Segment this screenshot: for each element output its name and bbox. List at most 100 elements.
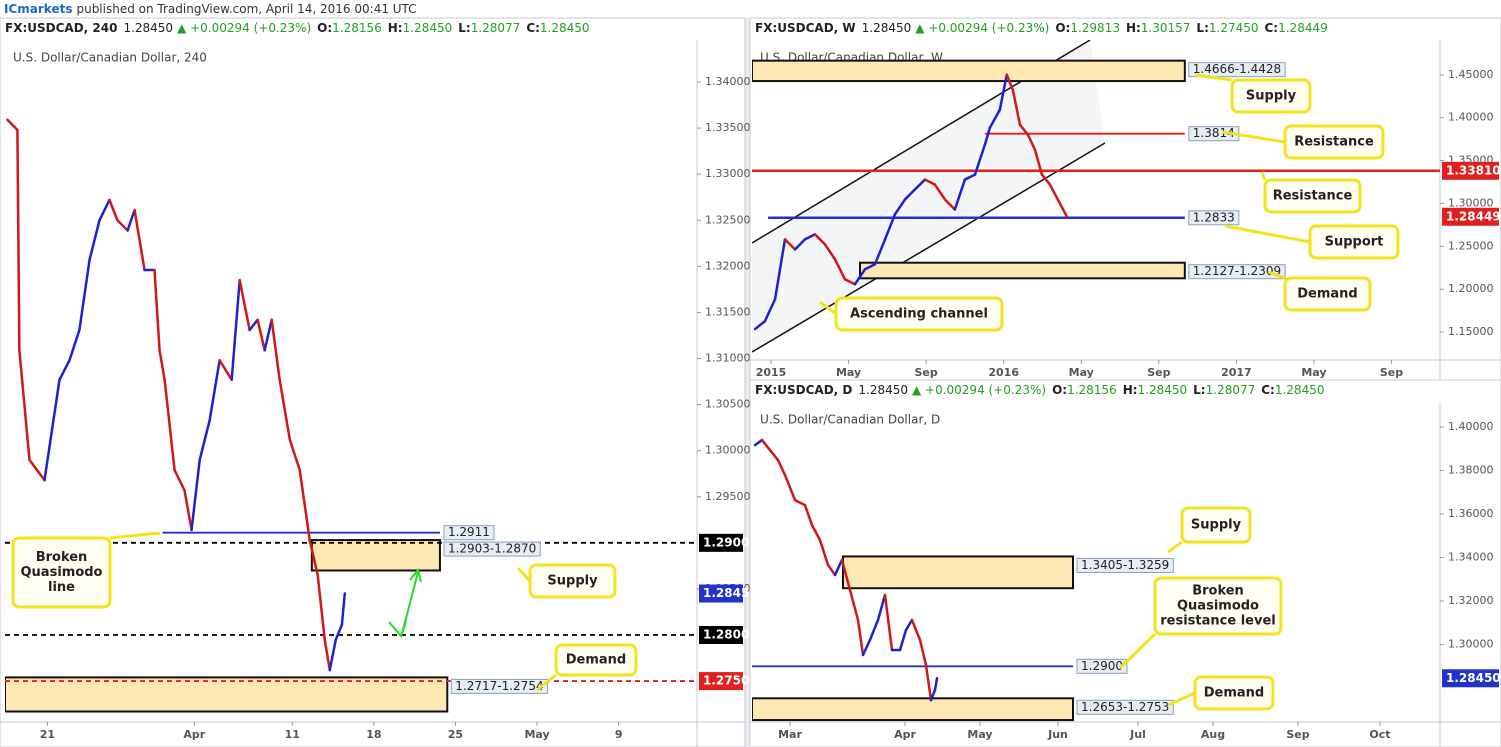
price-badge — [699, 584, 743, 603]
y-tick-label: 1.31500 — [705, 305, 751, 318]
chart-title: U.S. Dollar/Canadian Dollar, 240 — [13, 51, 207, 65]
y-tick-label: 1.25000 — [1448, 239, 1494, 252]
x-tick-label: 18 — [366, 728, 381, 741]
price-segment — [863, 262, 877, 271]
callout-box — [1193, 675, 1275, 711]
symbol-info: FX:USDCAD, W 1.28450 ▲ +0.00294 (+0.23%) O:… — [755, 21, 1328, 35]
price-segment — [793, 238, 807, 251]
brand[interactable]: ICmarkets — [4, 2, 72, 16]
symbol: FX:USDCAD, D — [755, 383, 852, 397]
callout-text: Supply — [547, 574, 598, 589]
callout-text: Resistance — [1273, 189, 1353, 204]
callout-pointer — [109, 531, 161, 540]
y-tick-label: 1.36000 — [1448, 507, 1494, 520]
ohlc-key: C: — [526, 21, 540, 35]
price-segment — [1040, 173, 1052, 186]
price-segment — [768, 448, 780, 462]
price-badge-label: 1.28450 — [703, 586, 758, 600]
price-segment — [198, 419, 211, 462]
ohlc-value: 1.28449 — [1278, 21, 1328, 35]
price-segment — [873, 238, 887, 266]
price-segment — [810, 523, 822, 542]
price-segment — [308, 538, 319, 577]
callout-box — [11, 536, 112, 609]
ohlc-value: 1.29813 — [1070, 21, 1120, 35]
x-tick-label: 2016 — [988, 366, 1019, 379]
zone — [859, 261, 1186, 280]
callout-pointer — [1267, 270, 1286, 280]
plot-area — [752, 438, 1074, 722]
price-segment — [340, 592, 347, 627]
callout-text: Demand — [1204, 686, 1265, 701]
callout-box — [1283, 124, 1385, 160]
price-segment — [116, 219, 129, 232]
symbol: FX:USDCAD, W — [755, 21, 856, 35]
price-label: 1.4666-1.4428 — [1193, 62, 1281, 76]
y-tick-label: 1.40000 — [1448, 420, 1494, 433]
last-price: 1.28450 — [123, 21, 173, 35]
callout-text: Demand — [1297, 287, 1358, 302]
ohlc-value: 1.28450 — [540, 21, 590, 35]
price-segment — [1011, 88, 1022, 126]
price-label-box — [1076, 699, 1174, 715]
chart-title: U.S. Dollar/Canadian Dollar, D — [760, 413, 940, 427]
price-segment — [238, 278, 251, 332]
ohlc-key: L: — [458, 21, 470, 35]
price-segment — [793, 498, 807, 507]
price-segment — [328, 638, 338, 672]
price-segment — [953, 178, 967, 211]
callout-text: Quasimodo — [21, 565, 103, 580]
price-segment — [68, 328, 81, 362]
price-segment — [760, 438, 772, 452]
callout-text: Broken — [1192, 584, 1244, 599]
callout-text: Demand — [566, 653, 627, 668]
price-badge — [699, 672, 743, 691]
price-segment — [6, 118, 19, 132]
price-segment — [803, 233, 817, 241]
price-segment — [98, 198, 111, 222]
price-label: 1.2127-1.2309 — [1193, 264, 1281, 278]
callout-pointer — [1224, 224, 1311, 244]
callout-pointer — [1221, 130, 1286, 144]
price-badge-label: 1.27500 — [703, 674, 758, 688]
price-badge — [1442, 161, 1499, 180]
price-segment — [883, 593, 894, 652]
price-segment — [208, 359, 221, 422]
price-segment — [43, 378, 61, 482]
price-label-box — [1076, 658, 1128, 674]
price-segment — [833, 258, 847, 281]
price-segment — [1033, 148, 1044, 176]
ohlc-key: O: — [1052, 383, 1067, 397]
y-tick-label: 1.30500 — [705, 398, 751, 411]
price-segment — [1048, 183, 1060, 201]
x-tick-label: 21 — [40, 728, 55, 741]
callout-pointer — [1167, 540, 1183, 554]
x-tick-label: May — [524, 728, 549, 741]
callout-pointer — [516, 566, 532, 583]
x-tick-label: 11 — [285, 728, 300, 741]
price-segment — [913, 178, 927, 191]
price-segment — [983, 126, 992, 146]
ohlc-key: O: — [1055, 21, 1070, 35]
price-segment — [256, 318, 266, 352]
callout-pointer — [1118, 632, 1157, 670]
price-segment — [183, 489, 193, 532]
plot-area — [5, 118, 697, 713]
zone — [5, 676, 449, 713]
price-segment — [904, 618, 914, 632]
price-segment — [230, 278, 241, 381]
y-tick-label: 1.30000 — [1448, 196, 1494, 209]
x-tick-label: Aug — [1201, 728, 1225, 741]
price-segment — [813, 233, 827, 246]
callout-pointer — [1260, 171, 1267, 181]
price-segment — [126, 208, 136, 232]
x-tick-label: Sep — [1380, 366, 1403, 379]
price-label: 1.2833 — [1193, 210, 1235, 224]
change: ▲ +0.00294 (+0.23%) — [915, 21, 1049, 35]
zone — [310, 539, 441, 572]
y-tick-label: 1.38000 — [1448, 464, 1494, 477]
callout-text: Supply — [1191, 518, 1242, 533]
x-tick-label: May — [967, 728, 992, 741]
header: ICmarkets published on TradingView.com, A… — [4, 2, 417, 16]
